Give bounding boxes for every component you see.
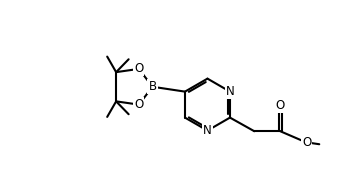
Text: O: O — [134, 62, 144, 75]
Text: N: N — [203, 124, 212, 137]
Text: N: N — [226, 85, 234, 98]
Text: O: O — [302, 136, 311, 149]
Text: O: O — [134, 98, 144, 111]
Text: O: O — [276, 99, 285, 112]
Text: B: B — [148, 80, 156, 93]
